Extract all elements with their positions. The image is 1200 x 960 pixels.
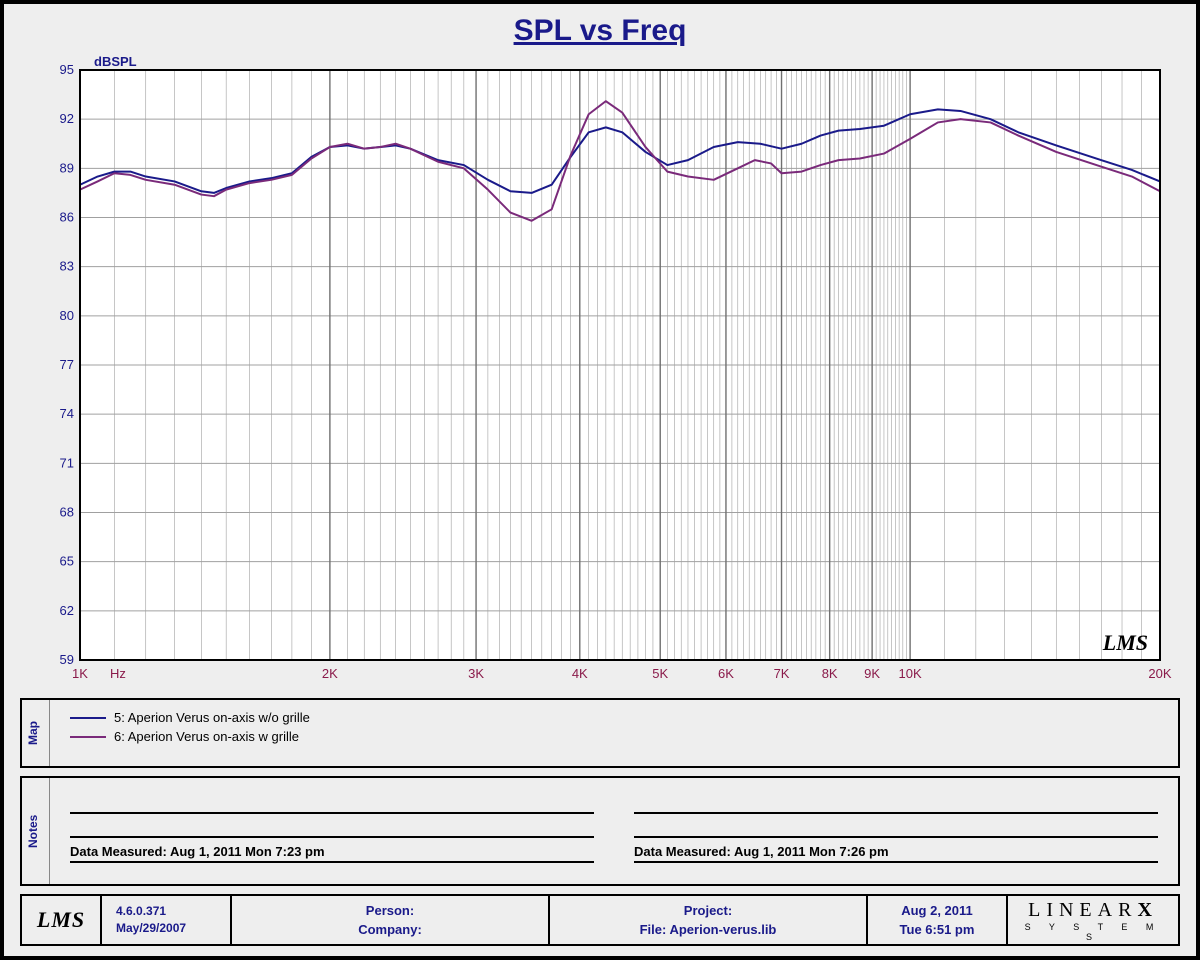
legend-item: 6: Aperion Verus on-axis w grille [70, 729, 1158, 744]
svg-text:Hz: Hz [110, 666, 126, 681]
svg-text:5K: 5K [652, 666, 668, 681]
data-measured-right: Data Measured: Aug 1, 2011 Mon 7:26 pm [634, 844, 1158, 863]
svg-text:92: 92 [60, 111, 74, 126]
footer-panel: LMS 4.6.0.371 May/29/2007 Person: Compan… [20, 894, 1180, 946]
note-line [634, 814, 1158, 838]
svg-text:8K: 8K [822, 666, 838, 681]
version-text: 4.6.0.371 [116, 903, 216, 920]
linearx-logo: LINEARX [1028, 899, 1158, 922]
svg-text:7K: 7K [774, 666, 790, 681]
svg-text:3K: 3K [468, 666, 484, 681]
chart-area: 59 62 65 68 71 74 77 80 83 86 89 92 95 1K 2K 3K 4K 5K 6K 7K… [20, 50, 1180, 690]
svg-text:65: 65 [60, 554, 74, 569]
svg-text:74: 74 [60, 406, 74, 421]
svg-text:2K: 2K [322, 666, 338, 681]
person-label: Person: [246, 901, 534, 921]
svg-text:89: 89 [60, 160, 74, 175]
notes-panel: Notes Data Measured: Aug 1, 2011 Mon 7:2… [20, 776, 1180, 886]
note-line [634, 790, 1158, 814]
notes-side-label: Notes [22, 778, 50, 884]
svg-text:59: 59 [60, 652, 74, 667]
legend-line-icon [70, 736, 106, 738]
footer-time: Tue 6:51 pm [882, 920, 992, 940]
svg-text:83: 83 [60, 259, 74, 274]
legend-line-icon [70, 717, 106, 719]
svg-text:dBSPL: dBSPL [94, 54, 137, 69]
legend-side-label: Map [22, 700, 50, 766]
svg-text:77: 77 [60, 357, 74, 372]
svg-text:LMS: LMS [1102, 630, 1148, 655]
legend-body: 5: Aperion Verus on-axis w/o grille 6: Ap… [50, 700, 1178, 766]
data-measured-left: Data Measured: Aug 1, 2011 Mon 7:23 pm [70, 844, 594, 863]
svg-text:62: 62 [60, 603, 74, 618]
svg-text:6K: 6K [718, 666, 734, 681]
chart-svg: 59 62 65 68 71 74 77 80 83 86 89 92 95 1K 2K 3K 4K 5K 6K 7K… [20, 50, 1180, 690]
svg-text:20K: 20K [1148, 666, 1171, 681]
svg-text:71: 71 [60, 455, 74, 470]
lms-logo: LMS [37, 907, 85, 933]
note-line [70, 790, 594, 814]
app-frame: SPL vs Freq 59 62 65 68 71 74 77 80 83 86 89 92 95 1K… [0, 0, 1200, 960]
svg-text:10K: 10K [899, 666, 922, 681]
svg-text:1K: 1K [72, 666, 88, 681]
build-date-text: May/29/2007 [116, 920, 216, 937]
linearx-sub: S Y S T E M S [1018, 922, 1168, 942]
legend-panel: Map 5: Aperion Verus on-axis w/o grille 6… [20, 698, 1180, 768]
note-line [70, 814, 594, 838]
svg-text:68: 68 [60, 505, 74, 520]
svg-text:95: 95 [60, 62, 74, 77]
project-label: Project: [564, 901, 852, 921]
svg-text:80: 80 [60, 308, 74, 323]
legend-item: 5: Aperion Verus on-axis w/o grille [70, 710, 1158, 725]
svg-text:9K: 9K [864, 666, 880, 681]
svg-text:4K: 4K [572, 666, 588, 681]
company-label: Company: [246, 920, 534, 940]
legend-label: 6: Aperion Verus on-axis w grille [114, 729, 299, 744]
file-label: File: Aperion-verus.lib [564, 920, 852, 940]
svg-text:86: 86 [60, 210, 74, 225]
chart-title: SPL vs Freq [20, 14, 1180, 48]
legend-label: 5: Aperion Verus on-axis w/o grille [114, 710, 310, 725]
notes-body: Data Measured: Aug 1, 2011 Mon 7:23 pm D… [50, 778, 1178, 884]
footer-date: Aug 2, 2011 [882, 901, 992, 921]
